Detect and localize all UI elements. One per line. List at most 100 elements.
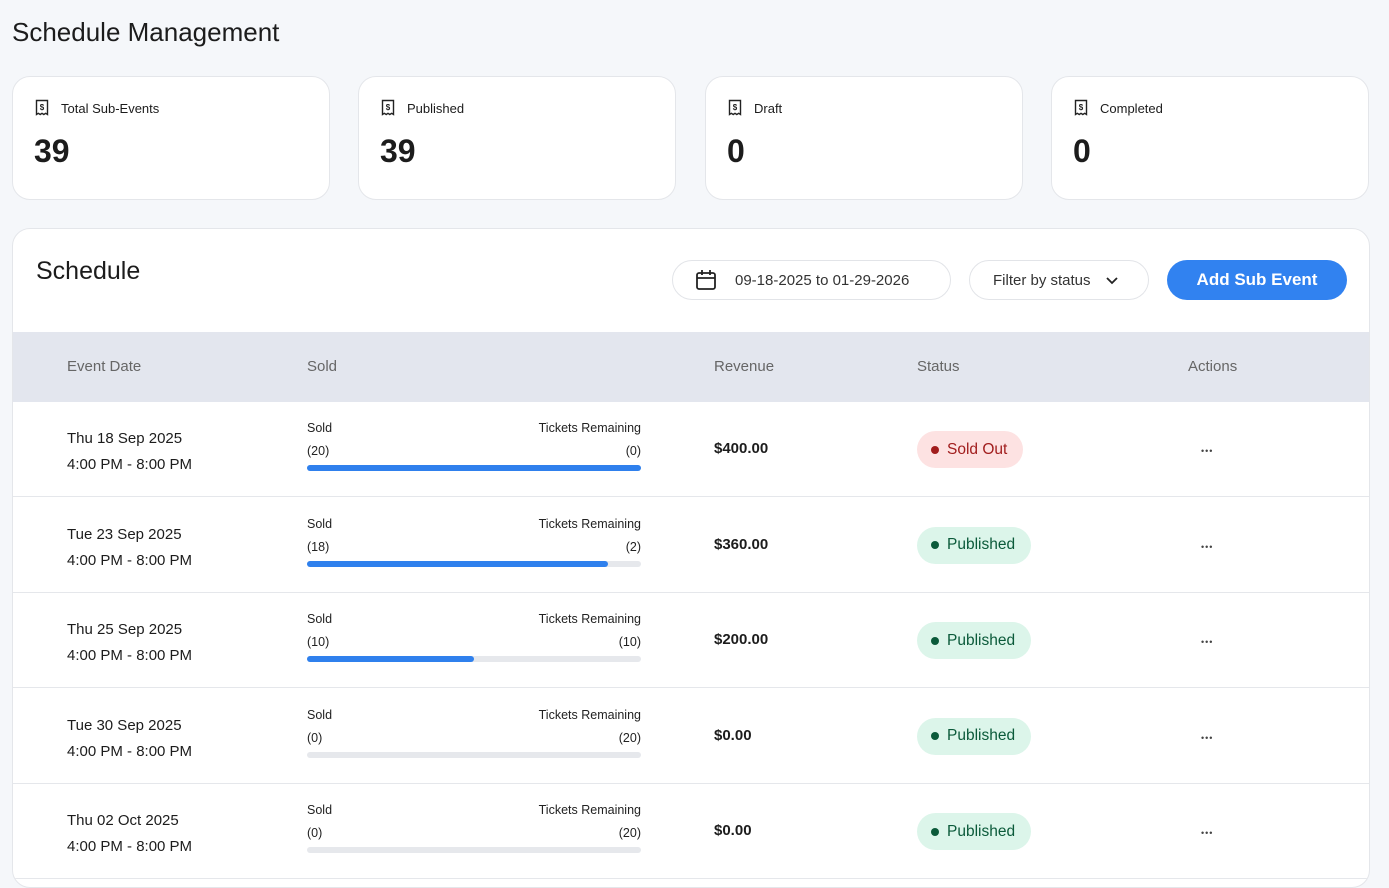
status-badge: Published xyxy=(917,526,1032,564)
column-header-revenue: Revenue xyxy=(714,358,775,375)
event-date: Tue 30 Sep 2025 xyxy=(67,716,182,734)
date-range-value: 09-18-2025 to 01-29-2026 xyxy=(735,271,910,289)
page-title: Schedule Management xyxy=(12,17,280,47)
event-date: Thu 18 Sep 2025 xyxy=(67,430,183,447)
stat-card: $ Completed 0 xyxy=(1051,76,1369,200)
status-text: Published xyxy=(947,822,1016,840)
remaining-label: Tickets Remaining xyxy=(538,707,641,722)
status-dot-icon xyxy=(931,445,939,454)
more-actions-icon[interactable]: ••• xyxy=(1201,446,1214,456)
stat-card: $ Total Sub-Events 39 xyxy=(12,76,330,200)
status-filter-dropdown[interactable]: Filter by status xyxy=(969,260,1149,300)
receipt-dollar-icon: $ xyxy=(728,99,742,116)
svg-text:$: $ xyxy=(1079,103,1084,112)
revenue: $400.00 xyxy=(714,440,769,457)
stat-card: $ Published 39 xyxy=(358,76,676,200)
sold-label: Sold xyxy=(307,421,333,435)
svg-text:$: $ xyxy=(386,103,391,112)
status-dot-icon xyxy=(931,732,939,740)
sold-progress-bar xyxy=(307,465,641,471)
revenue: $360.00 xyxy=(714,535,769,553)
sold-label: Sold xyxy=(307,803,333,817)
sold-progress-fill xyxy=(307,656,474,662)
more-actions-icon[interactable]: ••• xyxy=(1201,732,1214,743)
svg-text:$: $ xyxy=(40,103,45,112)
chevron-down-icon xyxy=(1105,277,1118,285)
sold-progress-bar xyxy=(307,560,641,567)
remaining-count: (10) xyxy=(618,635,641,649)
table-row: Tue 23 Sep 2025 4:00 PM - 8:00 PM Sold Tic… xyxy=(13,498,1369,593)
column-header-sold: Sold xyxy=(307,358,338,375)
sold-progress-bar xyxy=(307,751,641,758)
event-time: 4:00 PM - 8:00 PM xyxy=(67,647,193,664)
sold-count: (20) xyxy=(307,444,330,458)
remaining-count: (20) xyxy=(618,730,641,745)
remaining-label: Tickets Remaining xyxy=(538,803,641,817)
sold-progress-bar xyxy=(307,847,641,853)
schedule-panel: Schedule 09-18-2025 to 01-29-2026 Filter… xyxy=(12,228,1370,888)
table-row: Thu 02 Oct 2025 4:00 PM - 8:00 PM Sold Tic… xyxy=(13,784,1369,879)
status-badge: Published xyxy=(917,717,1032,755)
event-time: 4:00 PM - 8:00 PM xyxy=(67,551,193,569)
remaining-label: Tickets Remaining xyxy=(538,516,641,531)
date-range-picker[interactable]: 09-18-2025 to 01-29-2026 xyxy=(672,260,951,300)
remaining-count: (2) xyxy=(625,539,641,554)
sold-label: Sold xyxy=(307,612,333,626)
sold-count: (18) xyxy=(307,539,330,554)
sold-count: (0) xyxy=(307,730,323,745)
table-header: Event Date Sold Revenue Status Actions xyxy=(13,332,1369,402)
remaining-label: Tickets Remaining xyxy=(538,421,641,435)
status-dot-icon xyxy=(931,636,939,645)
status-badge: Sold Out xyxy=(917,431,1024,468)
filter-label: Filter by status xyxy=(993,271,1091,289)
svg-text:$: $ xyxy=(733,103,738,112)
event-time: 4:00 PM - 8:00 PM xyxy=(67,838,193,855)
status-text: Sold Out xyxy=(947,440,1008,458)
receipt-dollar-icon: $ xyxy=(35,99,49,116)
table-row: Thu 25 Sep 2025 4:00 PM - 8:00 PM Sold Tic… xyxy=(13,593,1369,688)
add-sub-event-button[interactable]: Add Sub Event xyxy=(1167,260,1347,300)
stat-value: 0 xyxy=(1073,133,1091,169)
stat-label: Total Sub-Events xyxy=(61,100,160,116)
stat-card: $ Draft 0 xyxy=(705,76,1023,200)
calendar-icon xyxy=(696,270,716,290)
event-date: Thu 25 Sep 2025 xyxy=(67,621,183,638)
column-header-status: Status xyxy=(917,358,960,375)
sold-count: (10) xyxy=(307,635,330,649)
revenue: $200.00 xyxy=(714,631,769,648)
remaining-count: (20) xyxy=(618,826,641,840)
stat-value: 39 xyxy=(34,133,70,169)
sold-label: Sold xyxy=(307,707,333,722)
event-date: Thu 02 Oct 2025 xyxy=(67,812,179,829)
sold-label: Sold xyxy=(307,516,333,531)
event-time: 4:00 PM - 8:00 PM xyxy=(67,742,193,760)
stat-value: 0 xyxy=(727,133,745,169)
more-actions-icon[interactable]: ••• xyxy=(1201,541,1214,552)
status-text: Published xyxy=(947,536,1016,553)
status-dot-icon xyxy=(931,541,939,549)
more-actions-icon[interactable]: ••• xyxy=(1201,637,1214,647)
event-date: Tue 23 Sep 2025 xyxy=(67,525,182,543)
status-dot-icon xyxy=(931,827,939,836)
sold-progress-fill xyxy=(307,465,641,471)
remaining-label: Tickets Remaining xyxy=(538,612,641,626)
status-text: Published xyxy=(947,631,1016,649)
sold-count: (0) xyxy=(307,826,323,840)
receipt-dollar-icon: $ xyxy=(1074,99,1088,116)
sold-progress-fill xyxy=(307,560,608,567)
column-header-event-date: Event Date xyxy=(67,358,142,375)
status-badge: Published xyxy=(917,813,1032,850)
event-time: 4:00 PM - 8:00 PM xyxy=(67,456,193,473)
status-text: Published xyxy=(947,727,1016,744)
column-header-actions: Actions xyxy=(1188,358,1238,375)
sold-progress-bar xyxy=(307,656,641,662)
status-badge: Published xyxy=(917,622,1032,659)
stat-label: Draft xyxy=(754,100,783,116)
revenue: $0.00 xyxy=(714,726,752,744)
stat-label: Completed xyxy=(1100,100,1163,116)
more-actions-icon[interactable]: ••• xyxy=(1201,828,1214,838)
table-row: Thu 18 Sep 2025 4:00 PM - 8:00 PM Sold Tic… xyxy=(13,402,1369,497)
stat-value: 39 xyxy=(380,133,416,169)
remaining-count: (0) xyxy=(625,444,641,458)
schedule-title: Schedule xyxy=(36,257,141,285)
